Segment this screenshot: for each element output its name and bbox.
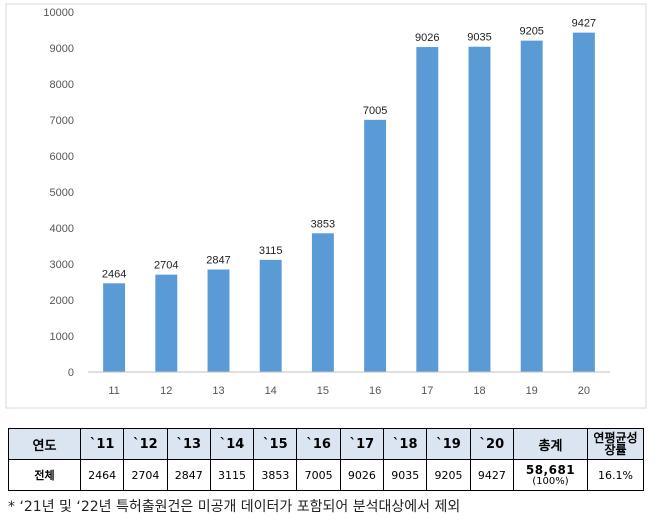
year-cell: `11: [79, 428, 125, 460]
bar: [364, 119, 387, 372]
y-tick-label: 7000: [50, 115, 74, 127]
footnote: * ‘21년 및 ‘22년 특허출원건은 미공개 데이터가 포함되어 분석대상에…: [8, 499, 461, 515]
data-label: 9427: [572, 18, 596, 30]
value-cell: 2464: [79, 459, 125, 491]
x-tick-label: 17: [421, 385, 433, 397]
value-cell: 7005: [296, 459, 341, 491]
bar: [416, 47, 439, 373]
x-tick-label: 14: [265, 385, 277, 397]
y-tick-label: 6000: [50, 151, 74, 163]
bar: [468, 46, 491, 373]
total-value: 58,681: [525, 462, 576, 477]
growth-value-cell: 16.1%: [587, 459, 644, 491]
row-label-cell: 전체: [8, 459, 81, 491]
y-tick-label: 5000: [50, 187, 74, 199]
year-cell: `13: [166, 428, 211, 460]
bar: [207, 269, 230, 372]
value-cell: 9026: [339, 459, 385, 491]
value-cell: 3853: [253, 459, 298, 491]
bar: [259, 259, 282, 372]
x-axis-ticks: 11 12 13 14 15 16 17 18 19 20: [108, 385, 590, 397]
table-value-row: 전체 2464 2704 2847 3115 3853 7005 9026 90…: [8, 459, 644, 491]
year-cell: `20: [469, 428, 515, 460]
y-tick-label: 4000: [50, 223, 74, 235]
bar: [520, 40, 543, 373]
value-cell: 2704: [123, 459, 168, 491]
chart-frame: [5, 3, 647, 409]
x-tick-label: 19: [526, 385, 538, 397]
bar: [103, 283, 126, 372]
data-label: 9205: [519, 26, 543, 38]
year-cell: `18: [383, 428, 428, 460]
table-header-row: 연도 `11 `12 `13 `14 `15 `16 `17 `18 `19 `…: [8, 428, 644, 460]
year-cell: `17: [339, 428, 385, 460]
y-axis-ticks: 0 1000 2000 3000 4000 5000 6000 7000 8000 9000 100…: [43, 7, 74, 379]
y-tick-label: 9000: [50, 43, 74, 55]
data-label: 2464: [102, 268, 126, 280]
y-tick-label: 2000: [50, 295, 74, 307]
y-tick-label: 10000: [43, 7, 74, 19]
summary-table: 연도 `11 `12 `13 `14 `15 `16 `17 `18 `19 `…: [8, 428, 644, 491]
x-tick-label: 11: [108, 385, 119, 397]
x-tick-label: 16: [369, 385, 381, 397]
data-label: 2704: [154, 260, 178, 272]
year-cell: `19: [426, 428, 471, 460]
value-cell: 2847: [166, 459, 211, 491]
data-labels: 2464 2704 2847 3115 3853 7005 9026 9035 9205 9427: [102, 18, 596, 281]
x-tick-label: 20: [578, 385, 590, 397]
data-label: 9035: [467, 32, 491, 44]
value-cell: 9427: [469, 459, 515, 491]
data-label: 3853: [311, 218, 335, 230]
total-header-cell: 총계: [513, 428, 588, 460]
year-cell: `15: [253, 428, 298, 460]
x-tick-label: 15: [317, 385, 329, 397]
value-cell: 9035: [383, 459, 428, 491]
bar: [155, 274, 178, 372]
total-percent: (100%): [532, 475, 569, 487]
year-header-cell: 연도: [8, 428, 81, 460]
year-cell: `16: [296, 428, 341, 460]
bar-series: [103, 32, 595, 373]
data-label: 7005: [363, 105, 387, 117]
data-label: 9026: [415, 32, 439, 44]
value-cell: 3115: [209, 459, 255, 491]
x-tick-label: 13: [212, 385, 224, 397]
total-value-cell: 58,681 (100%): [513, 459, 588, 491]
x-tick-label: 18: [473, 385, 485, 397]
growth-header-text: 연평균성장률: [593, 431, 638, 457]
bar: [311, 233, 334, 372]
data-label: 3115: [259, 245, 283, 257]
year-cell: `14: [209, 428, 255, 460]
y-tick-label: 0: [68, 367, 74, 379]
value-cell: 9205: [426, 459, 471, 491]
y-tick-label: 8000: [50, 79, 74, 91]
y-tick-label: 1000: [50, 331, 74, 343]
data-label: 2847: [206, 255, 230, 267]
x-tick-label: 12: [160, 385, 172, 397]
y-tick-label: 3000: [50, 259, 74, 271]
year-cell: `12: [123, 428, 168, 460]
bar-chart: 0 1000 2000 3000 4000 5000 6000 7000 8000 9000 100…: [5, 3, 647, 409]
bar: [572, 32, 595, 373]
growth-header-cell: 연평균성장률: [587, 428, 644, 460]
